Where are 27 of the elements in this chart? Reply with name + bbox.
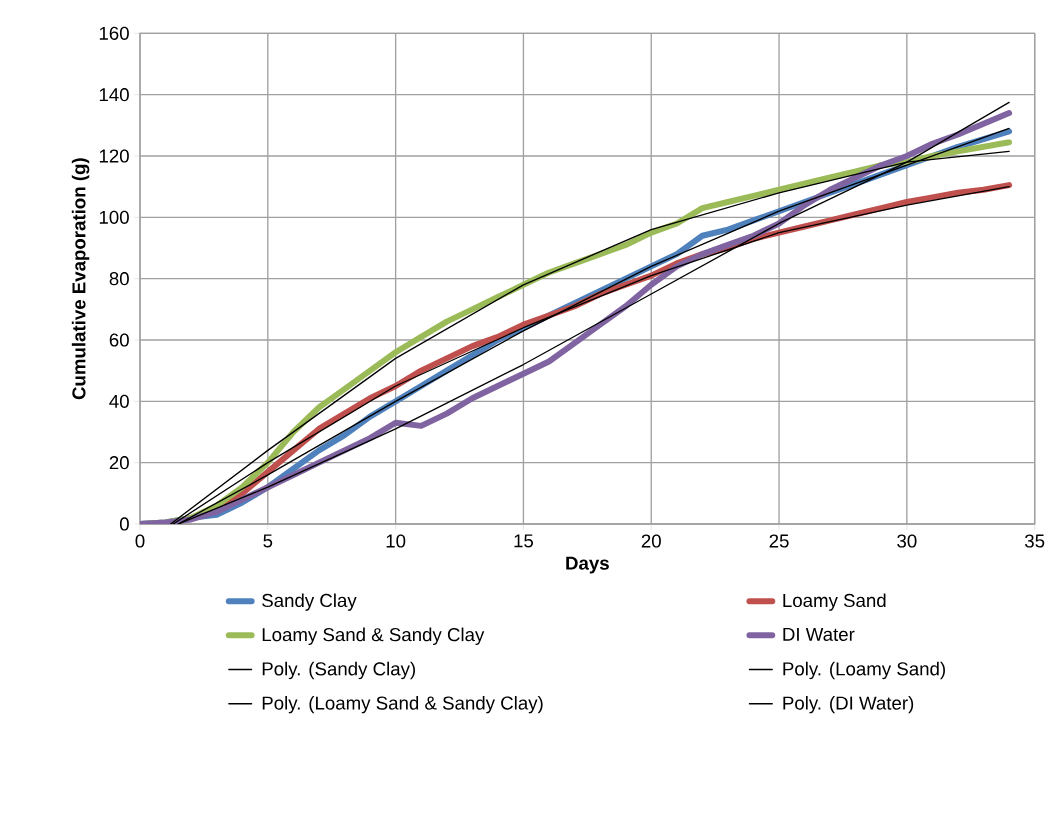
x-tick-label: 35: [1025, 534, 1045, 548]
x-tick-label: 25: [769, 534, 789, 548]
y-tick-label: 120: [99, 149, 129, 163]
x-tick-label: 0: [135, 534, 145, 548]
legend-label: Loamy Sand: [783, 593, 886, 611]
x-tick-label: 20: [641, 534, 661, 548]
y-tick-label: 160: [99, 26, 129, 40]
y-tick-label: 0: [119, 517, 129, 531]
y-tick-label: 40: [109, 394, 129, 408]
legend-label: Poly. (Sandy Clay): [262, 661, 415, 680]
y-tick-label: 20: [109, 455, 129, 470]
y-tick-label: 60: [109, 333, 129, 347]
y-tick-label: 80: [109, 271, 129, 286]
legend-label: Loamy Sand & Sandy Clay: [262, 627, 485, 645]
legend-label: Poly. (Loamy Sand): [783, 661, 945, 680]
legend-label: DI Water: [783, 627, 855, 641]
x-tick-label: 10: [386, 534, 406, 548]
x-axis-title: Days: [566, 556, 609, 574]
y-axis-title: Cumulative Evaporation (g): [71, 158, 90, 400]
y-tick-label: 100: [99, 210, 129, 224]
y-tick-label: 140: [99, 87, 129, 102]
x-tick-label: 30: [897, 534, 917, 548]
legend-label: Sandy Clay: [262, 593, 357, 611]
x-tick-label: 5: [263, 534, 273, 548]
x-tick-label: 15: [514, 534, 534, 548]
legend-label: Poly. (Loamy Sand & Sandy Clay): [262, 695, 543, 714]
legend-label: Poly. (DI Water): [783, 695, 914, 714]
